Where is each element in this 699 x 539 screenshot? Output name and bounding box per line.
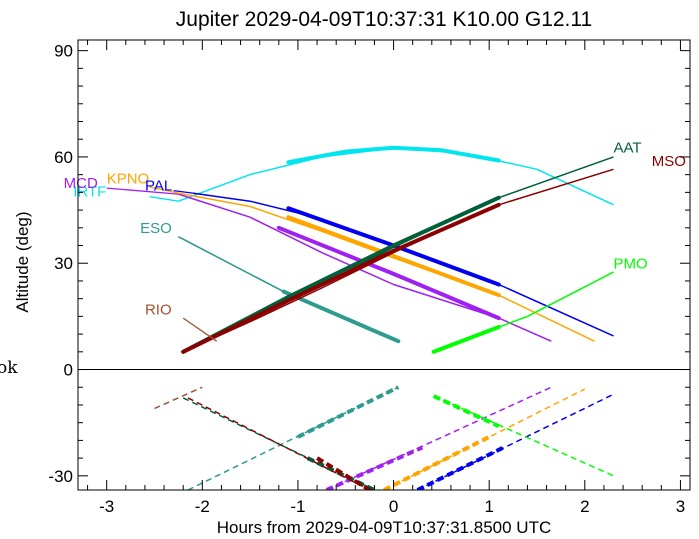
series-below-visible-eso — [297, 385, 400, 439]
series-below-visible-pal — [416, 445, 505, 490]
series-label-mcd: MCD — [64, 175, 98, 192]
x-tick-label: -3 — [99, 497, 114, 516]
series-below-pmo — [433, 395, 614, 477]
series-label-kpno: KPNO — [107, 171, 150, 188]
y-tick-label: 30 — [54, 254, 73, 273]
series-below-rio — [154, 386, 203, 410]
series-label-aat: AAT — [614, 140, 642, 157]
series-below-eso — [187, 386, 399, 490]
series-visible-eso — [281, 289, 401, 344]
series-below-pal — [417, 393, 614, 490]
series-below-aat — [182, 397, 375, 490]
series-label-rio: RIO — [145, 302, 172, 319]
axes: -3 -2 -1 0 1 2 3 -30 0 30 60 90 — [48, 39, 691, 516]
x-tick-label: 0 — [389, 497, 398, 516]
x-tick-label: 2 — [580, 497, 589, 516]
plot-frame — [77, 39, 691, 491]
y-axis-label: Altitude (deg) — [13, 211, 32, 312]
x-tick-label: 1 — [484, 497, 493, 516]
series-visible-irtf — [286, 145, 501, 165]
series-visible-mcd — [276, 225, 501, 321]
series-label-mso: MSO — [652, 153, 686, 170]
series-below-visible-kpno — [383, 435, 491, 490]
x-tick-label: -2 — [195, 497, 210, 516]
x-tick-label: 3 — [676, 497, 685, 516]
series-visible-pmo — [431, 325, 501, 354]
series-label-irtf: IRTF — [73, 184, 106, 201]
series-below-mso — [187, 397, 371, 490]
y-tick-label: 60 — [54, 148, 73, 167]
series-label-pal: PAL — [145, 178, 172, 195]
side-text: ok — [0, 358, 18, 378]
chart-title: Jupiter 2029-04-09T10:37:31 K10.00 G12.1… — [176, 8, 592, 31]
series-below-visible-mcd — [325, 445, 424, 490]
series-visible-kpno — [286, 215, 501, 298]
series-group — [154, 145, 614, 490]
label-leader-eso — [178, 236, 284, 293]
series-below-visible-pmo — [432, 394, 500, 429]
label-leader-rio — [182, 317, 218, 342]
y-tick-label: 90 — [54, 42, 73, 61]
label-leader-kpno — [149, 186, 179, 194]
x-tick-label: -1 — [290, 497, 305, 516]
series-visible-mso — [181, 202, 501, 354]
series-below-mcd — [326, 386, 552, 490]
label-leader-pal — [173, 189, 193, 194]
label-leader-mcd — [106, 187, 179, 195]
label-leader-irtf — [149, 195, 179, 202]
x-axis-label: Hours from 2029-04-09T10:37:31.8500 UTC — [217, 518, 552, 537]
y-tick-label: 0 — [64, 361, 73, 380]
series-label-pmo: PMO — [614, 256, 648, 273]
series-label-eso: ESO — [140, 220, 172, 237]
y-tick-label: -30 — [48, 467, 73, 486]
